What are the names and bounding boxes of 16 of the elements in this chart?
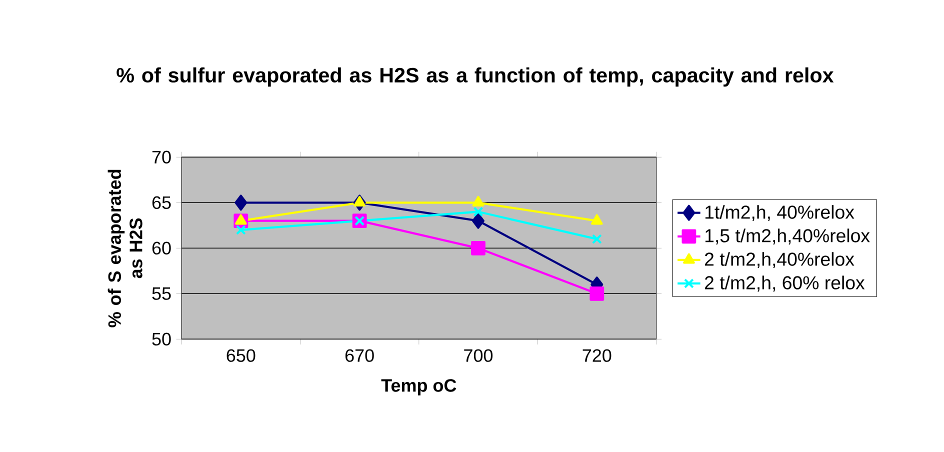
x-tick-label: 700 bbox=[464, 349, 493, 362]
y-axis-title: % of S evaporated as H2S bbox=[108, 170, 142, 328]
x-axis-title: Temp oC bbox=[381, 379, 456, 396]
y-tick-label: 70 bbox=[152, 150, 171, 164]
legend-label: 1t/m2,h, 40%relox bbox=[705, 205, 854, 222]
legend-label: 2 t/m2,h,40%relox bbox=[705, 252, 854, 268]
y-tick-label: 60 bbox=[152, 242, 171, 255]
legend-label: 1,5 t/m2,h,40%relox bbox=[705, 228, 870, 245]
chart-title: % of sulfur evaporated as H2S as a function of temp, capacity and relox bbox=[116, 67, 834, 87]
x-tick-label: 670 bbox=[345, 349, 374, 362]
y-tick-label: 50 bbox=[152, 332, 171, 346]
y-tick-label: 65 bbox=[152, 196, 171, 210]
y-tick-label: 55 bbox=[152, 287, 171, 300]
legend-label: 2 t/m2,h, 60% relox bbox=[705, 276, 865, 292]
x-tick-label: 650 bbox=[226, 349, 256, 362]
x-tick-label: 720 bbox=[582, 349, 612, 362]
